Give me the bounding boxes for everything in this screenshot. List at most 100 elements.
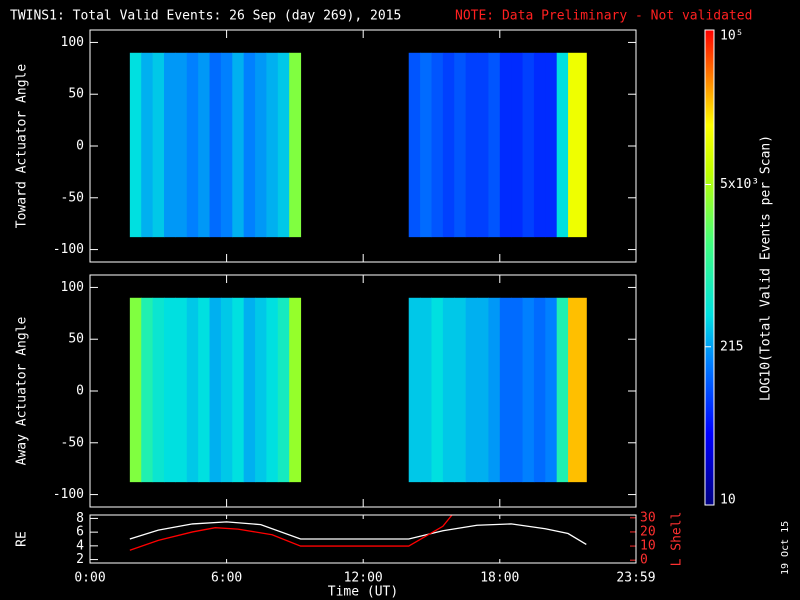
- y-label: RE: [15, 531, 30, 547]
- x-tick-label: 6:00: [211, 571, 242, 586]
- heatmap-cell: [186, 297, 199, 483]
- heatmap-cell: [522, 52, 535, 238]
- heatmap-cell: [545, 297, 558, 483]
- heatmap-cell: [477, 297, 489, 483]
- heatmap-cell: [289, 297, 302, 483]
- x-tick-label: 0:00: [74, 571, 105, 586]
- heatmap-cell: [556, 52, 569, 238]
- y-tick-label: -100: [53, 242, 84, 257]
- heatmap-cell: [545, 52, 558, 238]
- heatmap-cell: [511, 52, 524, 238]
- y2-label: L Shell: [670, 512, 685, 567]
- y-tick-label: 50: [68, 332, 84, 347]
- heatmap-cell: [454, 297, 467, 483]
- heatmap-cell: [266, 297, 279, 483]
- heatmap-cell: [141, 297, 154, 483]
- line-series: [129, 521, 587, 546]
- heatmap-cell: [499, 52, 512, 238]
- heatmap-cell: [175, 52, 188, 238]
- y-label: Away Actuator Angle: [15, 316, 30, 465]
- heatmap-cell: [266, 52, 279, 238]
- heatmap-cell: [511, 297, 524, 483]
- x-tick-label: 23:59: [616, 571, 655, 586]
- y-tick-label: 0: [76, 139, 84, 154]
- heatmap-cell: [163, 297, 176, 483]
- heatmap-cell: [209, 52, 222, 238]
- heatmap-cell: [152, 297, 165, 483]
- heatmap-cell: [209, 297, 222, 483]
- colorbar-tick-label: 5x10³: [720, 177, 759, 192]
- colorbar-tick-label: 10: [720, 493, 736, 508]
- y-tick-label: 100: [61, 280, 84, 295]
- y-tick-label: -50: [61, 435, 84, 450]
- y-tick-label: 100: [61, 35, 84, 50]
- colorbar-tick-label: 10⁵: [720, 29, 743, 44]
- heatmap-cell: [556, 297, 569, 483]
- y-tick-label: 4: [76, 538, 84, 553]
- y-tick-label: -100: [53, 487, 84, 502]
- heatmap-cell: [175, 297, 188, 483]
- heatmap-cell: [488, 297, 501, 483]
- heatmap-cell: [289, 52, 302, 238]
- heatmap-cell: [568, 297, 587, 483]
- heatmap-cell: [141, 52, 154, 238]
- heatmap-cell: [232, 297, 245, 483]
- y-tick-label: 50: [68, 87, 84, 102]
- heatmap-cell: [533, 52, 546, 238]
- heatmap-cell: [232, 52, 245, 238]
- heatmap-cell: [408, 52, 421, 238]
- y2-tick-label: 0: [640, 553, 648, 568]
- heatmap-cell: [477, 52, 489, 238]
- heatmap-cell: [198, 297, 211, 483]
- heatmap-cell: [243, 297, 256, 483]
- x-label: Time (UT): [328, 585, 398, 600]
- date-stamp: 19 Oct 15: [780, 521, 791, 575]
- heatmap-cell: [522, 297, 535, 483]
- heatmap-cell: [186, 52, 199, 238]
- heatmap-cell: [533, 297, 546, 483]
- y2-tick-label: 30: [640, 510, 656, 525]
- heatmap-cell: [220, 297, 233, 483]
- y-tick-label: 6: [76, 525, 84, 540]
- heatmap-cell: [129, 52, 142, 238]
- x-tick-label: 18:00: [480, 571, 519, 586]
- heatmap-cell: [431, 52, 444, 238]
- y-tick-label: 0: [76, 384, 84, 399]
- heatmap-cell: [454, 52, 467, 238]
- heatmap-cell: [255, 297, 267, 483]
- heatmap-cell: [243, 52, 256, 238]
- heatmap-cell: [220, 52, 233, 238]
- title: TWINS1: Total Valid Events: 26 Sep (day …: [10, 9, 401, 24]
- heatmap-cell: [442, 52, 455, 238]
- heatmap-cell: [431, 297, 444, 483]
- y2-tick-label: 20: [640, 524, 656, 539]
- heatmap-cell: [442, 297, 455, 483]
- heatmap-cell: [420, 297, 432, 483]
- heatmap-cell: [152, 52, 165, 238]
- y2-tick-label: 10: [640, 539, 656, 554]
- heatmap-cell: [465, 297, 478, 483]
- x-tick-label: 12:00: [344, 571, 383, 586]
- heatmap-cell: [499, 297, 512, 483]
- colorbar-label: LOG10(Total Valid Events per Scan): [759, 135, 774, 401]
- heatmap-cell: [568, 52, 587, 238]
- colorbar: [704, 29, 715, 506]
- heatmap-cell: [488, 52, 501, 238]
- y-tick-label: 8: [76, 511, 84, 526]
- heatmap-cell: [198, 52, 211, 238]
- heatmap-cell: [129, 297, 142, 483]
- y-label: Toward Actuator Angle: [15, 64, 30, 229]
- note: NOTE: Data Preliminary - Not validated: [455, 9, 752, 24]
- line-series: [130, 512, 586, 550]
- heatmap-cell: [408, 297, 421, 483]
- heatmap-cell: [465, 52, 478, 238]
- heatmap-cell: [420, 52, 432, 238]
- colorbar-tick-label: 215: [720, 339, 743, 354]
- heatmap-cell: [277, 297, 290, 483]
- y-tick-label: -50: [61, 190, 84, 205]
- heatmap-cell: [277, 52, 290, 238]
- heatmap-cell: [255, 52, 267, 238]
- y-tick-label: 2: [76, 552, 84, 567]
- heatmap-cell: [163, 52, 176, 238]
